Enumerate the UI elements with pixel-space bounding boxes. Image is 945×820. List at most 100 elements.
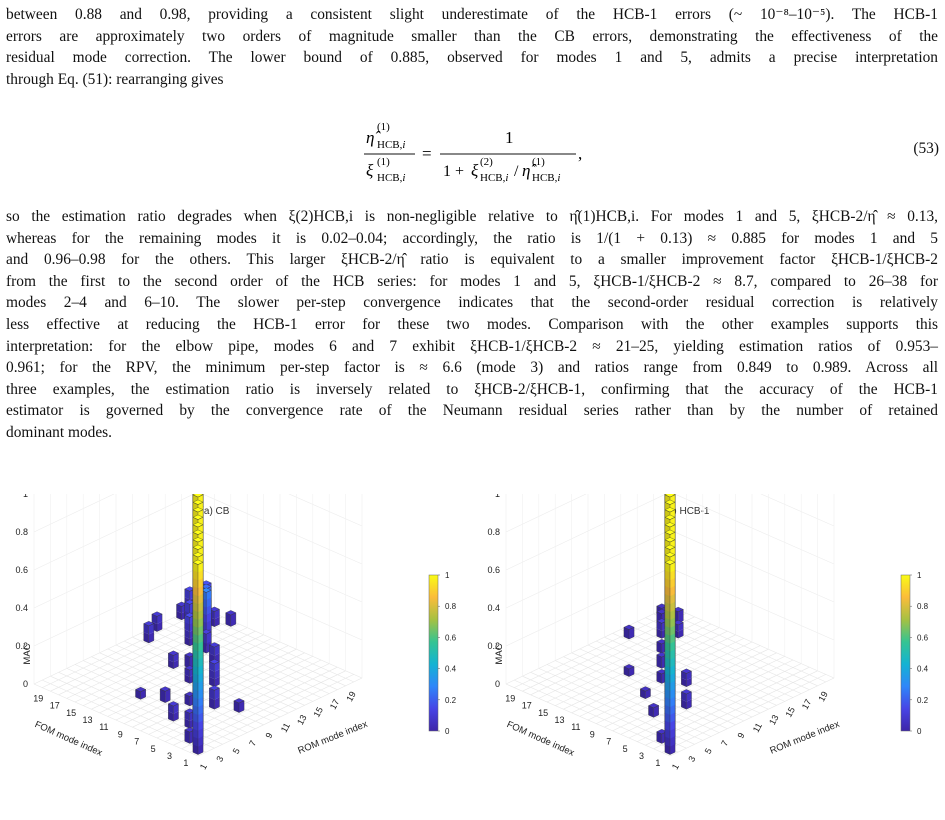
equation-lhs-denominator: ξ: [366, 161, 374, 180]
fom-tick-label: 5: [151, 744, 156, 754]
paragraph-2-line: whereas for the remaining modes it is 0.…: [6, 228, 938, 250]
colorbar-tick-label: 1: [445, 571, 450, 580]
fom-tick-label: 5: [623, 744, 628, 754]
bar-mark: [193, 560, 203, 755]
paragraph-1-line: between 0.88 and 0.98, providing a consi…: [6, 4, 938, 26]
bar-mark: [649, 703, 659, 717]
svg-text:HCB,i: HCB,i: [532, 172, 560, 184]
bar-mark: [144, 621, 154, 643]
z-tick-label: 0: [23, 679, 28, 689]
mac-chart-hcb1: (b) HCB-100.20.40.60.81MAC13579111315171…: [472, 494, 942, 815]
rom-tick-label: 13: [767, 713, 781, 727]
svg-text:(1): (1): [532, 156, 545, 168]
bar-mark: [681, 689, 691, 709]
fom-tick-label: 1: [183, 758, 188, 768]
paragraph-1-line: errors are approximately two orders of m…: [6, 26, 938, 48]
svg-text:/: /: [514, 163, 519, 180]
bar-mark: [681, 669, 691, 687]
paragraph-1: between 0.88 and 0.98, providing a consi…: [6, 4, 938, 90]
z-tick-label: 1: [23, 494, 28, 499]
fom-tick-label: 19: [33, 693, 43, 703]
paragraph-2-line: three examples, the estimation ratio is …: [6, 379, 938, 401]
z-axis-label: MAC: [494, 643, 505, 664]
svg-text:(1): (1): [377, 156, 390, 168]
colorbar: 00.20.40.60.81: [901, 571, 929, 736]
fom-tick-label: 7: [134, 737, 139, 747]
equation-graphic: η̂ (1) HCB,i ξ (1) HCB,i = 1 1 + ξ (2) H…: [0, 116, 945, 186]
rom-tick-label: 1: [670, 762, 681, 771]
rom-tick-label: 19: [816, 690, 830, 704]
bar-series: [136, 494, 245, 755]
rom-tick-label: 7: [719, 739, 730, 748]
z-tick-label: 0.4: [487, 603, 500, 613]
z-tick-label: 0.4: [15, 603, 28, 613]
paragraph-1-line: residual mode correction. The lower boun…: [6, 47, 938, 69]
fom-tick-label: 13: [82, 715, 92, 725]
svg-text:,: ,: [578, 144, 582, 163]
fom-tick-label: 9: [590, 729, 595, 739]
svg-text:HCB,i: HCB,i: [377, 172, 405, 184]
fom-tick-label: 1: [655, 758, 660, 768]
z-tick-label: 0.6: [15, 565, 28, 575]
colorbar-tick-label: 0.4: [445, 665, 457, 674]
colorbar-tick-label: 0: [445, 727, 450, 736]
bar-mark: [136, 687, 146, 699]
colorbar-tick-label: 0.6: [917, 633, 929, 642]
fom-tick-label: 3: [167, 751, 172, 761]
fom-tick-label: 17: [50, 701, 60, 711]
rom-tick-label: 17: [328, 697, 342, 711]
bar-mark: [168, 701, 178, 721]
z-tick-label: 1: [495, 494, 500, 499]
rom-tick-label: 1: [198, 762, 209, 771]
fom-tick-label: 11: [99, 722, 108, 732]
colorbar-tick-label: 0.2: [917, 696, 929, 705]
svg-text:(1): (1): [377, 121, 390, 133]
colorbar-tick-label: 0: [917, 727, 922, 736]
fom-tick-label: 13: [554, 715, 564, 725]
svg-text:(2): (2): [480, 156, 493, 168]
colorbar-tick-label: 0.6: [445, 633, 457, 642]
svg-text:HCB,i: HCB,i: [480, 172, 508, 184]
fom-tick-label: 17: [522, 701, 532, 711]
fom-tick-label: 3: [639, 751, 644, 761]
bar-mark: [624, 625, 634, 639]
fom-tick-label: 19: [505, 693, 515, 703]
rom-tick-label: 19: [344, 690, 358, 704]
colorbar-tick-label: 0.4: [917, 665, 929, 674]
rom-tick-label: 11: [751, 721, 764, 734]
bar-mark: [160, 687, 170, 703]
colorbar: 00.20.40.60.81: [429, 571, 457, 736]
paragraph-2-line: interpretation: for the elbow pipe, mode…: [6, 336, 938, 358]
colorbar-tick-label: 0.8: [445, 602, 457, 611]
paragraph-2-line: 0.961; for the RPV, the minimum per-step…: [6, 357, 938, 379]
rom-tick-label: 13: [295, 713, 309, 727]
fom-tick-label: 11: [571, 722, 580, 732]
colorbar-tick-label: 1: [917, 571, 922, 580]
rom-tick-label: 17: [800, 697, 814, 711]
rom-tick-label: 15: [311, 705, 325, 719]
mac-chart-cb: (a) CB00.20.40.60.81MAC135791113151719FO…: [0, 494, 470, 815]
svg-text:1 +: 1 +: [443, 163, 464, 180]
bar-mark: [665, 560, 675, 755]
paragraph-2-line: from the first to the second order of th…: [6, 271, 938, 293]
chart-title: (a) CB: [201, 506, 230, 517]
rom-tick-label: 5: [703, 746, 714, 755]
bar-mark: [640, 687, 650, 699]
fom-axis-label: FOM mode index: [505, 719, 576, 759]
rom-tick-label: 3: [686, 754, 697, 763]
rom-tick-label: 7: [247, 739, 258, 748]
paragraph-2-line: modes 2–4 and 6–10. The slower per-step …: [6, 292, 938, 314]
fom-tick-label: 9: [118, 729, 123, 739]
rom-axis-label: ROM mode index: [768, 719, 841, 757]
z-tick-label: 0: [495, 679, 500, 689]
z-tick-label: 0.6: [487, 565, 500, 575]
rom-tick-label: 9: [263, 731, 274, 740]
